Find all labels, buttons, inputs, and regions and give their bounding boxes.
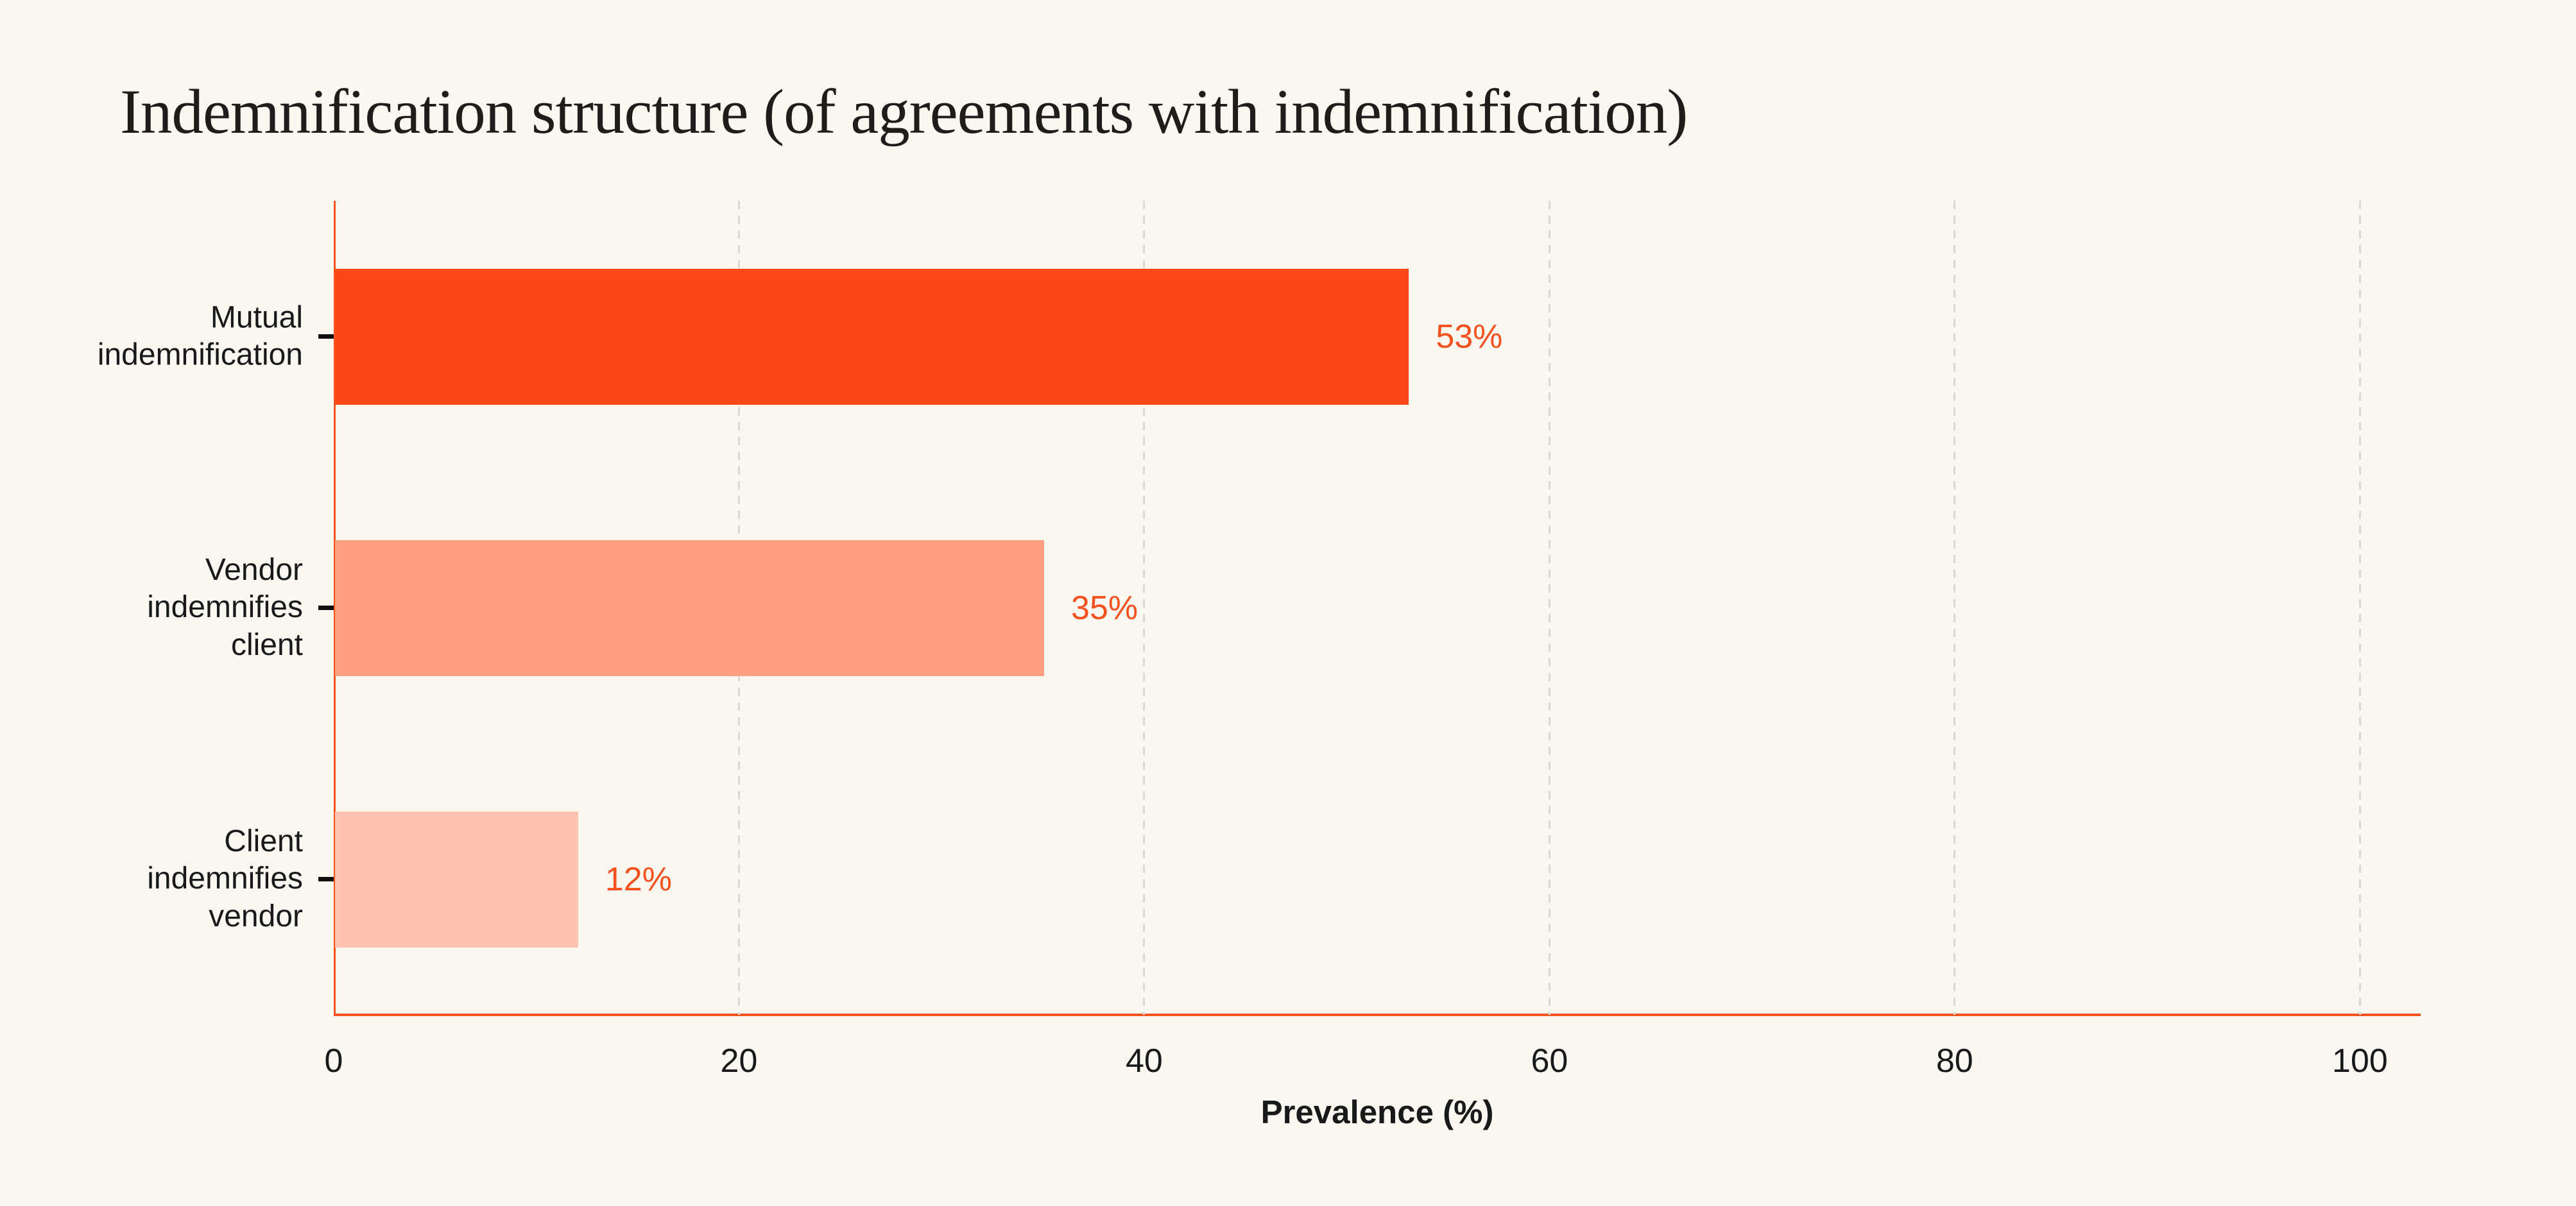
- bar-value-label-3: 12%: [605, 860, 672, 898]
- x-tick-label-0: 0: [324, 1042, 343, 1080]
- bar-1: [335, 268, 1409, 405]
- y-category-label-3: Client indemnifies vendor: [147, 824, 304, 933]
- y-category-label-1: Mutual indemnification: [97, 300, 303, 372]
- gridline-40: [1143, 201, 1146, 1015]
- x-tick-label-60: 60: [1531, 1042, 1568, 1080]
- y-tick-1: [318, 334, 334, 339]
- gridline-80: [1953, 201, 1956, 1015]
- chart-title: Indemnification structure (of agreements…: [120, 77, 1688, 147]
- bar-value-label-1: 53%: [1436, 318, 1503, 355]
- x-axis-spine: [334, 1014, 2421, 1016]
- bar-value-label-2: 35%: [1071, 589, 1138, 627]
- x-tick-label-100: 100: [2331, 1042, 2388, 1080]
- y-tick-2: [318, 606, 334, 610]
- gridline-100: [2358, 201, 2361, 1015]
- y-category-label-2: Vendor indemnifies client: [147, 552, 303, 662]
- bar-2: [335, 539, 1045, 676]
- plot-area: Prevalence (%) 0 20 40 60 80 100 53% Mutual ind…: [98, 201, 2421, 1130]
- gridline-60: [1548, 201, 1550, 1015]
- x-tick-label-20: 20: [720, 1042, 758, 1080]
- x-axis-label: Prevalence (%): [1260, 1094, 1494, 1130]
- y-tick-3: [318, 877, 334, 881]
- x-tick-label-80: 80: [1936, 1042, 1973, 1080]
- bar-3: [335, 811, 578, 947]
- y-axis-spine: [334, 201, 336, 1015]
- x-tick-label-40: 40: [1125, 1042, 1163, 1080]
